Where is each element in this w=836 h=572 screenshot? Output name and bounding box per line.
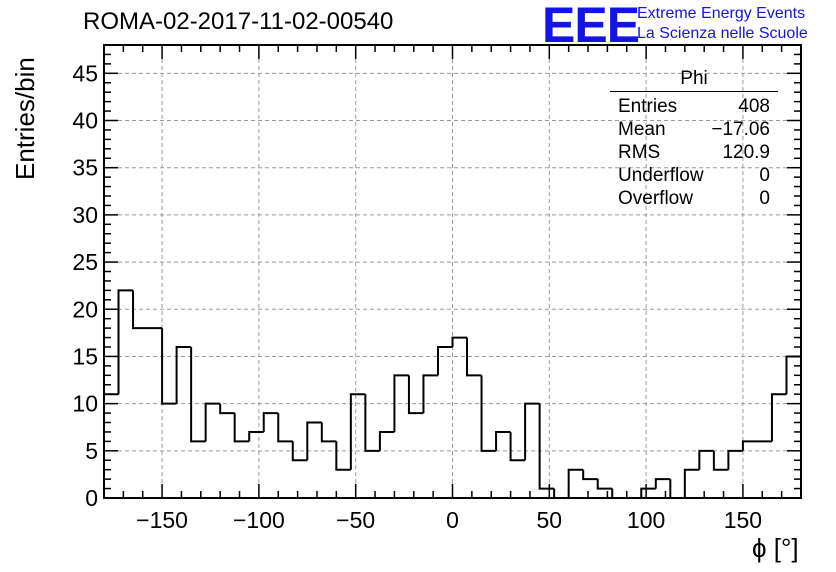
histogram-bin — [219, 403, 235, 415]
x-tick-label: 150 — [724, 507, 762, 533]
histogram-bin — [596, 479, 613, 490]
eee-logo: EEE — [542, 0, 640, 53]
stats-row-overflow: Overflow 0 — [610, 188, 778, 211]
histogram-bin — [509, 431, 526, 462]
histogram-bin — [262, 412, 279, 432]
histogram-bin — [161, 328, 177, 405]
histogram-bin — [190, 347, 206, 443]
histogram-bin — [277, 413, 293, 443]
histogram-bin — [654, 478, 671, 489]
x-axis-label: ϕ [°] — [752, 533, 799, 563]
stats-label: Mean — [618, 119, 666, 140]
chart-title: ROMA-02-2017-11-02-00540 — [83, 8, 394, 35]
histogram-bin — [669, 479, 685, 499]
histogram-bin — [698, 449, 714, 470]
histogram-bin — [770, 393, 787, 442]
histogram-bin — [233, 413, 250, 443]
stats-label: Overflow — [618, 188, 693, 209]
histogram-bin — [291, 441, 308, 462]
y-tick-label: 35 — [72, 155, 98, 181]
stats-row-mean: Mean −17.06 — [610, 119, 778, 142]
histogram-bin — [741, 440, 758, 451]
stats-label: RMS — [618, 142, 661, 163]
histogram-bin — [132, 290, 148, 330]
histogram-bin — [683, 468, 700, 498]
y-tick-label: 5 — [85, 438, 98, 464]
histogram-bin — [175, 346, 192, 404]
histogram-bin — [451, 336, 468, 347]
histogram-bin — [712, 450, 729, 471]
histogram-bin — [378, 430, 395, 451]
y-tick-label: 45 — [72, 60, 98, 86]
histogram-bin — [727, 449, 743, 470]
stats-value: 0 — [759, 188, 770, 209]
histogram-bin — [495, 430, 511, 451]
histogram-bin — [640, 487, 656, 498]
histogram-bin — [204, 402, 221, 442]
histogram-bin — [364, 394, 380, 452]
histogram-bin — [349, 393, 366, 470]
stats-row-underflow: Underflow 0 — [610, 165, 778, 188]
stats-box: Phi Entries 408 Mean −17.06 RMS 120.9 Un… — [610, 68, 778, 211]
histogram-bin — [480, 375, 497, 452]
x-tick-label: 50 — [537, 507, 563, 533]
stats-label: Underflow — [618, 165, 704, 186]
y-tick-label: 0 — [85, 485, 98, 511]
x-tick-label: −100 — [233, 507, 285, 533]
y-tick-label: 40 — [72, 108, 98, 134]
histogram-bin — [103, 393, 119, 498]
histogram-bin — [538, 403, 555, 490]
histogram-bin — [407, 375, 424, 415]
stats-value: −17.06 — [711, 119, 770, 140]
histogram-bin — [436, 346, 453, 376]
y-tick-label: 25 — [72, 249, 98, 275]
histogram-bin — [117, 289, 134, 395]
x-tick-label: −50 — [336, 507, 375, 533]
y-tick-label: 15 — [72, 343, 98, 369]
y-tick-label: 20 — [72, 296, 98, 322]
histogram-bin — [611, 488, 627, 499]
stats-value: 120.9 — [722, 142, 770, 163]
histogram-bin — [466, 337, 482, 377]
logo-caption-line-1: Extreme Energy Events — [637, 5, 806, 22]
histogram-bin — [306, 421, 322, 461]
stats-row-entries: Entries 408 — [610, 96, 778, 119]
x-tick-label: 0 — [446, 507, 459, 533]
x-tick-label: −150 — [136, 507, 188, 533]
stats-label: Entries — [618, 96, 678, 117]
stats-name: Phi — [680, 68, 708, 89]
histogram-bin — [524, 402, 540, 461]
stats-value: 0 — [759, 165, 770, 186]
stats-divider — [610, 91, 778, 92]
stats-value: 408 — [738, 96, 770, 117]
histogram-bin — [553, 488, 569, 499]
histogram-bin — [393, 374, 409, 432]
logo-caption-line-2: La Scienza nelle Scuole — [637, 25, 808, 42]
histogram-bin — [335, 441, 351, 471]
x-tick-label: 100 — [627, 507, 665, 533]
y-tick-label: 10 — [72, 391, 98, 417]
histogram-bin — [582, 469, 598, 481]
histogram-bin — [422, 374, 438, 414]
y-tick-label: 30 — [72, 202, 98, 228]
stats-row-rms: RMS 120.9 — [610, 142, 778, 165]
histogram-bin — [248, 430, 264, 442]
histogram-bin — [567, 468, 584, 498]
histogram-bin — [320, 422, 337, 443]
